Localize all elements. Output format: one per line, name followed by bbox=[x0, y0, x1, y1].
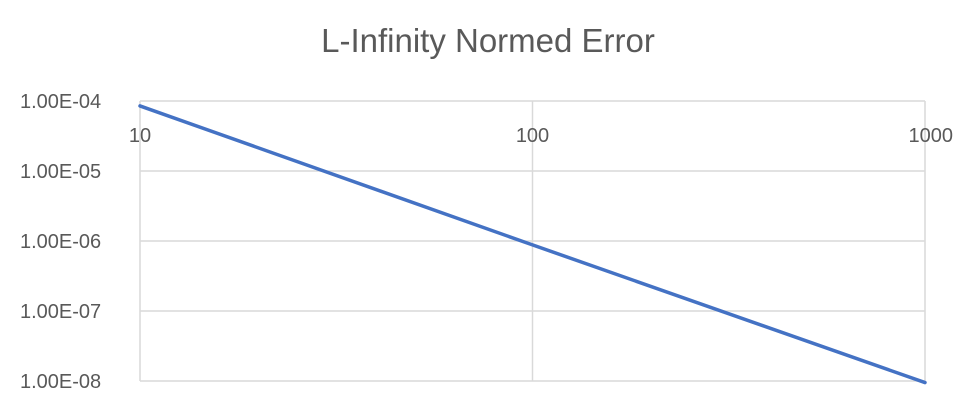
chart-title: L-Infinity Normed Error bbox=[321, 22, 655, 59]
series-layer bbox=[138, 104, 927, 385]
x-tick-label: 10 bbox=[129, 125, 151, 147]
y-tick-label: 1.00E-08 bbox=[20, 371, 101, 393]
y-tick-label: 1.00E-05 bbox=[20, 161, 101, 183]
x-tick-label: 100 bbox=[516, 125, 549, 147]
y-tick-label: 1.00E-04 bbox=[20, 91, 101, 113]
y-tick-label: 1.00E-07 bbox=[20, 301, 101, 323]
x-tick-label: 1000 bbox=[909, 125, 954, 147]
x-axis-tick-labels: 10 100 1000 bbox=[129, 125, 953, 147]
series-line-0 bbox=[138, 104, 927, 385]
grid bbox=[139, 100, 926, 382]
y-tick-label: 1.00E-06 bbox=[20, 231, 101, 253]
y-axis-tick-labels: 1.00E-04 1.00E-05 1.00E-06 1.00E-07 1.00E-08 bbox=[20, 91, 101, 393]
